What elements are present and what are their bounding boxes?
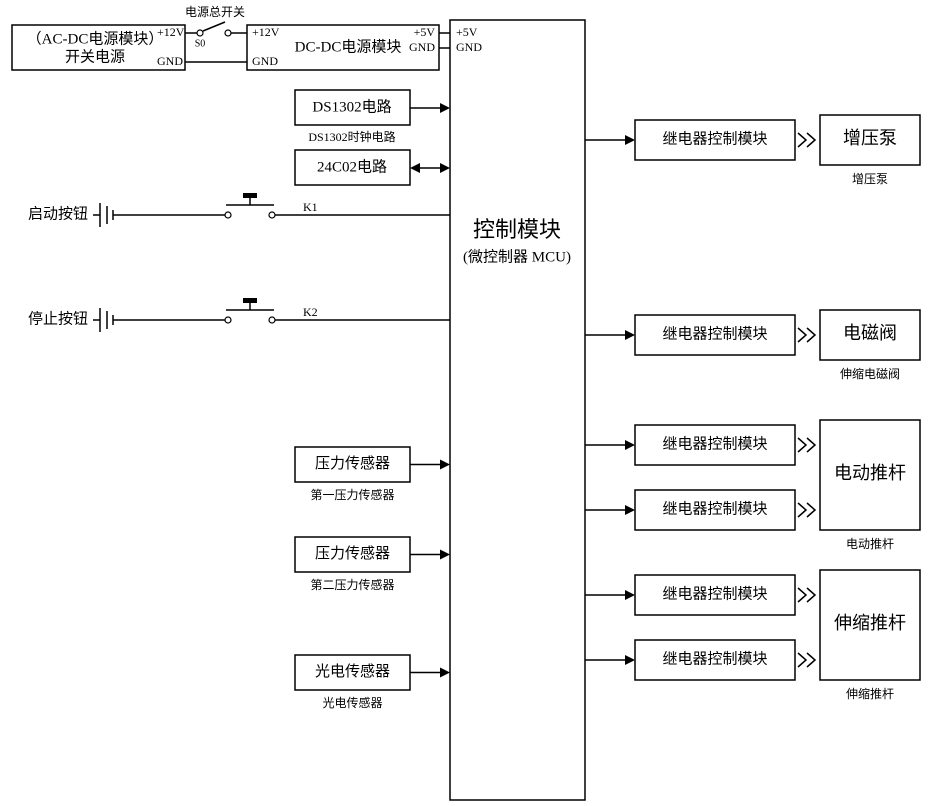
mcu-pin-gnd: GND [456, 40, 482, 54]
output-title-3: 伸缩推杆 [834, 613, 906, 633]
switch-s0-label: S0 [195, 38, 206, 49]
sensor-title-1: 压力传感器 [315, 545, 390, 562]
sensor-sub-1: 第二压力传感器 [310, 577, 394, 592]
acdc-line2: 开关电源 [65, 48, 125, 65]
relay-label-2: 继电器控制模块 [662, 435, 767, 452]
stop-klabel: K2 [303, 305, 318, 319]
dcdc-ingnd: GND [252, 54, 278, 68]
eeprom-title: 24C02电路 [317, 158, 387, 175]
relay-label-4: 继电器控制模块 [662, 585, 767, 602]
relay-label-1: 继电器控制模块 [662, 325, 767, 342]
relay-label-0: 继电器控制模块 [662, 130, 767, 147]
ds1302-sub: DS1302时钟电路 [308, 129, 395, 144]
dcdc-outgnd: GND [409, 40, 435, 54]
acdc-line1: （AC-DC电源模块） [27, 30, 164, 47]
sensor-sub-2: 光电传感器 [322, 695, 382, 710]
power-switch: 电源总开关 S0 [185, 5, 247, 62]
acdc-pingnd: GND [157, 54, 183, 68]
dcdc-in12v: +12V [252, 25, 280, 39]
switch-top-label: 电源总开关 [185, 5, 245, 19]
start-klabel: K1 [303, 200, 318, 214]
acdc-pin12v: +12V [157, 25, 185, 39]
output-title-1: 电磁阀 [843, 323, 897, 343]
dcdc-out5v: +5V [414, 25, 436, 39]
relay-label-5: 继电器控制模块 [662, 650, 767, 667]
mcu-box [450, 20, 585, 800]
dcdc-title: DC-DC电源模块 [295, 38, 402, 55]
start-label: 启动按钮 [28, 205, 88, 222]
output-title-2: 电动推杆 [834, 463, 906, 483]
mcu-title: 控制模块 [473, 217, 561, 242]
output-sub-3: 伸缩推杆 [846, 686, 894, 701]
output-sub-0: 增压泵 [852, 172, 888, 186]
output-sub-2: 电动推杆 [846, 537, 894, 551]
ds1302-title: DS1302电路 [312, 98, 391, 115]
sensor-title-2: 光电传感器 [315, 663, 390, 680]
diagram-canvas: 控制模块 (微控制器 MCU) +5V GND （AC-DC电源模块） 开关电源… [0, 0, 939, 806]
mcu-pin-5v: +5V [456, 25, 478, 39]
output-title-0: 增压泵 [843, 128, 897, 148]
sensor-sub-0: 第一压力传感器 [310, 487, 394, 502]
output-sub-1: 伸缩电磁阀 [840, 366, 900, 381]
stop-label: 停止按钮 [28, 310, 88, 327]
sensor-title-0: 压力传感器 [315, 455, 390, 472]
ds1302-arrow [410, 103, 450, 113]
eeprom-arrow [410, 163, 450, 173]
relay-label-3: 继电器控制模块 [662, 500, 767, 517]
mcu-sub: (微控制器 MCU) [463, 248, 571, 265]
